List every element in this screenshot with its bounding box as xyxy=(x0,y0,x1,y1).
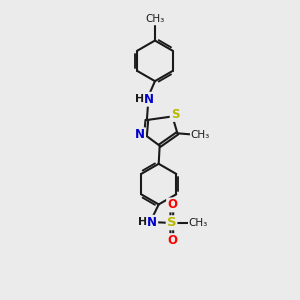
Text: O: O xyxy=(167,234,177,247)
Text: H: H xyxy=(139,217,148,227)
Text: O: O xyxy=(167,198,177,212)
Text: CH₃: CH₃ xyxy=(145,14,165,25)
Text: CH₃: CH₃ xyxy=(188,218,207,228)
Text: N: N xyxy=(144,93,154,106)
Text: N: N xyxy=(135,128,145,141)
Text: N: N xyxy=(147,216,157,229)
Text: H: H xyxy=(135,94,144,104)
Text: S: S xyxy=(171,108,179,121)
Text: CH₃: CH₃ xyxy=(190,130,209,140)
Text: S: S xyxy=(167,216,176,229)
